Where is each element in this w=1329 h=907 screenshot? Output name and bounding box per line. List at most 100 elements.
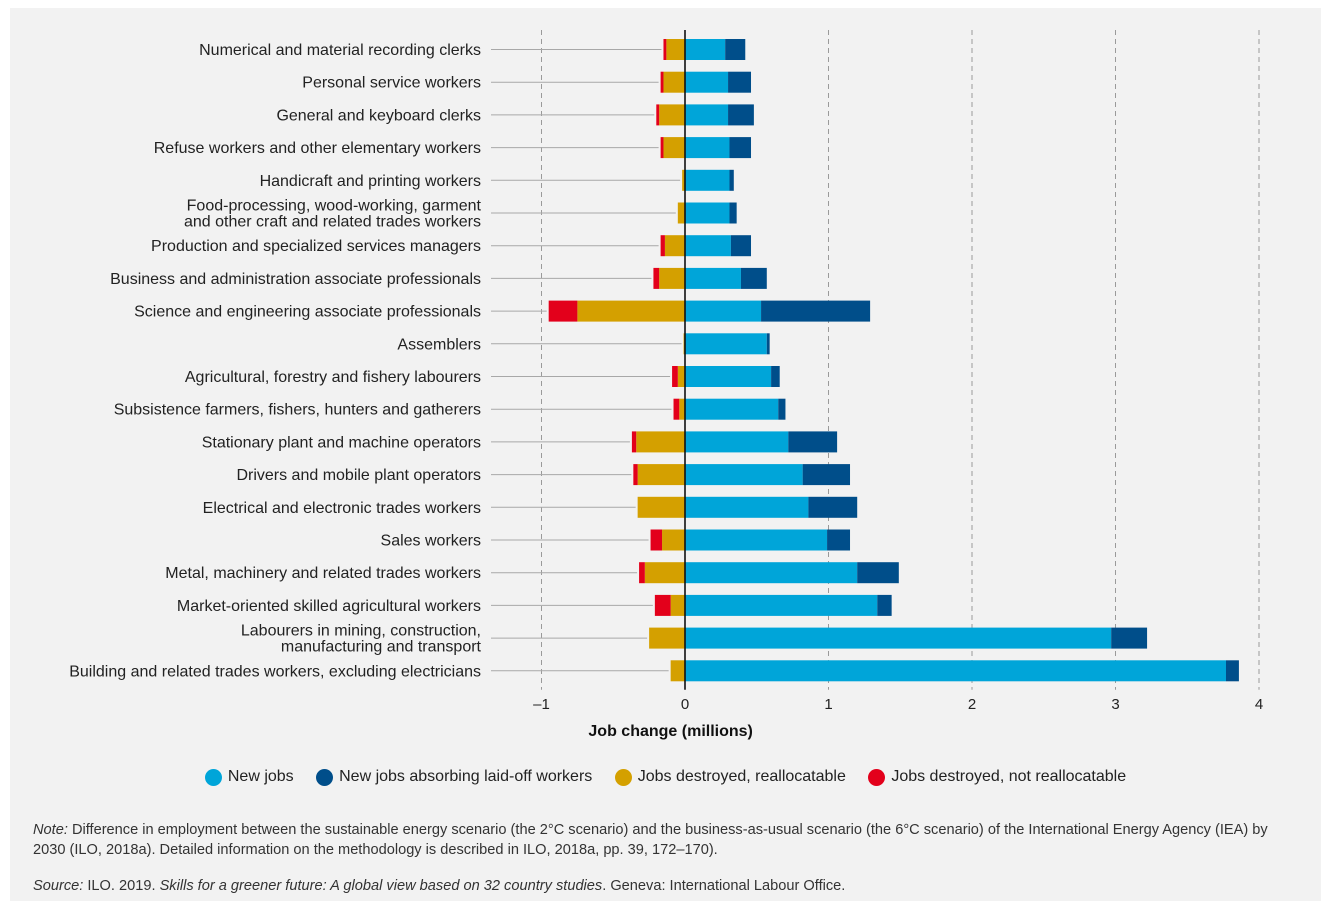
bar-segment xyxy=(685,300,762,322)
bar-segment xyxy=(685,104,729,126)
bar-segment xyxy=(660,71,664,93)
category-label: Production and specialized services mana… xyxy=(151,238,481,255)
bar-segment xyxy=(685,594,878,616)
bar-segment xyxy=(666,39,685,60)
bar-segment xyxy=(729,169,734,191)
bar-segment xyxy=(637,464,685,486)
source-text-before: ILO. 2019. xyxy=(83,878,160,894)
bar-segment xyxy=(685,529,828,551)
bar-segment xyxy=(685,137,730,159)
bar-segment xyxy=(1111,627,1148,649)
bar-segment xyxy=(639,562,645,584)
bar-segment xyxy=(728,71,752,93)
bar-segment xyxy=(650,529,663,551)
category-label: Electrical and electronic trades workers xyxy=(203,500,481,517)
chart-note: Note: Difference in employment between t… xyxy=(33,820,1295,860)
bar-segment xyxy=(685,496,809,518)
category-label: Business and administration associate pr… xyxy=(110,271,481,288)
bar-segment xyxy=(730,235,752,257)
bar-segment xyxy=(662,529,685,551)
category-label: Stationary plant and machine operators xyxy=(202,434,481,451)
note-text: Difference in employment between the sus… xyxy=(33,822,1268,858)
bar-segment xyxy=(631,431,637,453)
bar-segment xyxy=(682,169,685,191)
bar-segment xyxy=(740,267,767,289)
bar-segment xyxy=(685,366,772,387)
bar-segment xyxy=(577,300,685,322)
category-label: Numerical and material recording clerks xyxy=(199,42,481,59)
note-label: Note: xyxy=(33,822,68,838)
legend-swatch-not-reallocatable xyxy=(868,768,886,786)
category-label: Building and related trades workers, exc… xyxy=(69,663,481,680)
legend: New jobs New jobs absorbing laid-off wor… xyxy=(10,768,1321,791)
bar-segment xyxy=(548,300,578,322)
bar-segment xyxy=(802,464,851,486)
bar-segment xyxy=(677,366,685,387)
bar-segment xyxy=(827,529,851,551)
chart-source: Source: ILO. 2019. Skills for a greener … xyxy=(33,876,1295,896)
bar-segment xyxy=(808,496,858,518)
category-label: Agricultural, forestry and fishery labou… xyxy=(185,369,481,386)
legend-swatch-absorbing xyxy=(316,768,334,786)
category-label: Refuse workers and other elementary work… xyxy=(154,140,481,157)
x-tick-label: 1 xyxy=(824,696,832,713)
bar-segment xyxy=(660,137,664,159)
category-label: Sales workers xyxy=(381,533,481,550)
bar-segment xyxy=(788,431,838,453)
bar-segment xyxy=(659,267,685,289)
bar-segment xyxy=(670,594,685,616)
source-label: Source: xyxy=(33,878,84,894)
bar-segment xyxy=(672,366,678,387)
bar-segment xyxy=(685,235,731,257)
legend-label: Jobs destroyed, not reallocatable xyxy=(891,768,1127,785)
bar-segment xyxy=(1225,660,1239,682)
category-label: Metal, machinery and related trades work… xyxy=(165,565,481,582)
bar-segment xyxy=(685,464,803,486)
bar-segment xyxy=(633,464,638,486)
bar-segment xyxy=(663,71,685,93)
bar-segment xyxy=(685,202,730,224)
bar-segment xyxy=(637,496,685,518)
category-label: Science and engineering associate profes… xyxy=(134,304,481,321)
bar-segment xyxy=(670,660,685,682)
bar-segment xyxy=(877,594,892,616)
bar-segment xyxy=(663,137,685,159)
legend-label: Jobs destroyed, reallocatable xyxy=(637,768,846,785)
x-tick-label: 3 xyxy=(1111,696,1119,713)
bar-segment xyxy=(636,431,685,453)
x-tick-label: 0 xyxy=(681,696,689,713)
bar-segment xyxy=(729,202,737,224)
bar-segment xyxy=(761,300,871,322)
bar-segment xyxy=(685,660,1226,682)
legend-swatch-reallocatable xyxy=(614,768,632,786)
bar-segment xyxy=(656,104,660,126)
bar-segment xyxy=(685,71,729,93)
bar-segment xyxy=(677,202,685,224)
bar-segment xyxy=(685,431,789,453)
bar-segment xyxy=(685,333,767,355)
legend-swatch-new-jobs xyxy=(204,768,222,786)
category-label: Drivers and mobile plant operators xyxy=(236,467,481,484)
bar-segment xyxy=(728,104,754,126)
category-label: Assemblers xyxy=(397,336,481,353)
bar-segment xyxy=(685,562,858,584)
x-tick-label: 4 xyxy=(1255,696,1263,713)
bar-segment xyxy=(685,398,779,420)
bar-chart: Numerical and material recording clerks P… xyxy=(69,30,1263,740)
bar-segment xyxy=(679,398,685,420)
source-title: Skills for a greener future: A global vi… xyxy=(159,878,603,894)
bar-segment xyxy=(685,627,1112,649)
bar-segment xyxy=(685,39,726,60)
x-axis-title: Job change (millions) xyxy=(588,723,752,740)
x-tick-label: –1 xyxy=(533,696,550,713)
category-label: Personal service workers xyxy=(302,75,481,92)
legend-label: New jobs xyxy=(227,768,294,785)
bar-segment xyxy=(659,104,685,126)
bar-segment xyxy=(644,562,685,584)
category-label: General and keyboard clerks xyxy=(276,107,481,124)
bar-segment xyxy=(857,562,899,584)
category-label: Subsistence farmers, fishers, hunters an… xyxy=(114,402,481,419)
category-label: Labourers in mining, construction, manufa… xyxy=(241,623,482,656)
bar-segment xyxy=(729,137,752,159)
legend-item-reallocatable: Jobs destroyed, reallocatable xyxy=(614,768,846,786)
